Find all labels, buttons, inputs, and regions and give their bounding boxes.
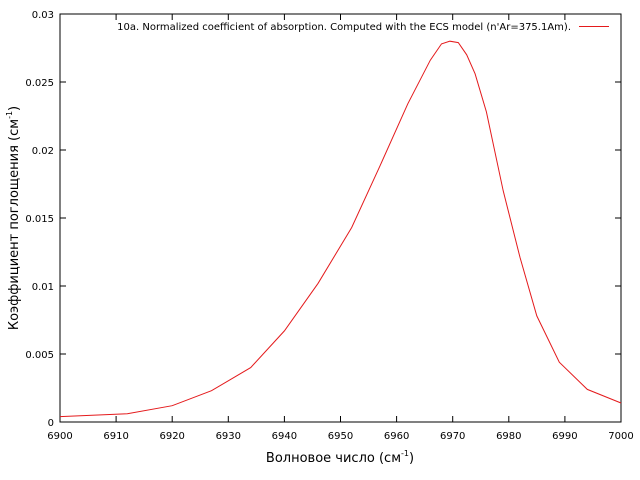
legend: 10a. Normalized coefficient of absorptio… — [117, 22, 609, 33]
y-tick-label: 0.025 — [25, 78, 54, 89]
series-layer — [59, 40, 622, 418]
x-tick-label: 7000 — [608, 431, 633, 442]
y-tick-label: 0.03 — [32, 10, 54, 21]
x-axis-title: Волновое число (см-1) — [266, 449, 414, 466]
y-tick-label: 0.02 — [32, 146, 54, 157]
y-tick-label: 0.005 — [25, 350, 54, 361]
x-tick-label: 6900 — [47, 431, 72, 442]
y-tick-label: 0 — [48, 418, 54, 429]
x-tick-label: 6970 — [440, 431, 465, 442]
x-tick-label: 6960 — [384, 431, 409, 442]
y-tick-label: 0.015 — [25, 214, 54, 225]
y-axis-title: Коэффициент поглощения (см-1) — [5, 106, 22, 330]
plot-frame — [59, 13, 622, 423]
series-line-0 — [59, 40, 622, 418]
x-axis-ticks: 6900 6910 6920 6930 6940 6950 6960 6970 6980 6990… — [47, 14, 634, 442]
x-tick-label: 6940 — [272, 431, 297, 442]
x-tick-label: 6930 — [216, 431, 241, 442]
y-tick-label: 0.01 — [32, 282, 54, 293]
x-tick-label: 6920 — [159, 431, 184, 442]
x-tick-label: 6910 — [103, 431, 128, 442]
x-tick-label: 6990 — [552, 431, 577, 442]
x-tick-label: 6950 — [328, 431, 353, 442]
legend-entry-label: 10a. Normalized coefficient of absorptio… — [117, 22, 571, 33]
x-tick-label: 6980 — [496, 431, 521, 442]
y-axis-ticks: 0 0.005 0.01 0.015 0.02 0.025 0.03 — [25, 10, 621, 429]
